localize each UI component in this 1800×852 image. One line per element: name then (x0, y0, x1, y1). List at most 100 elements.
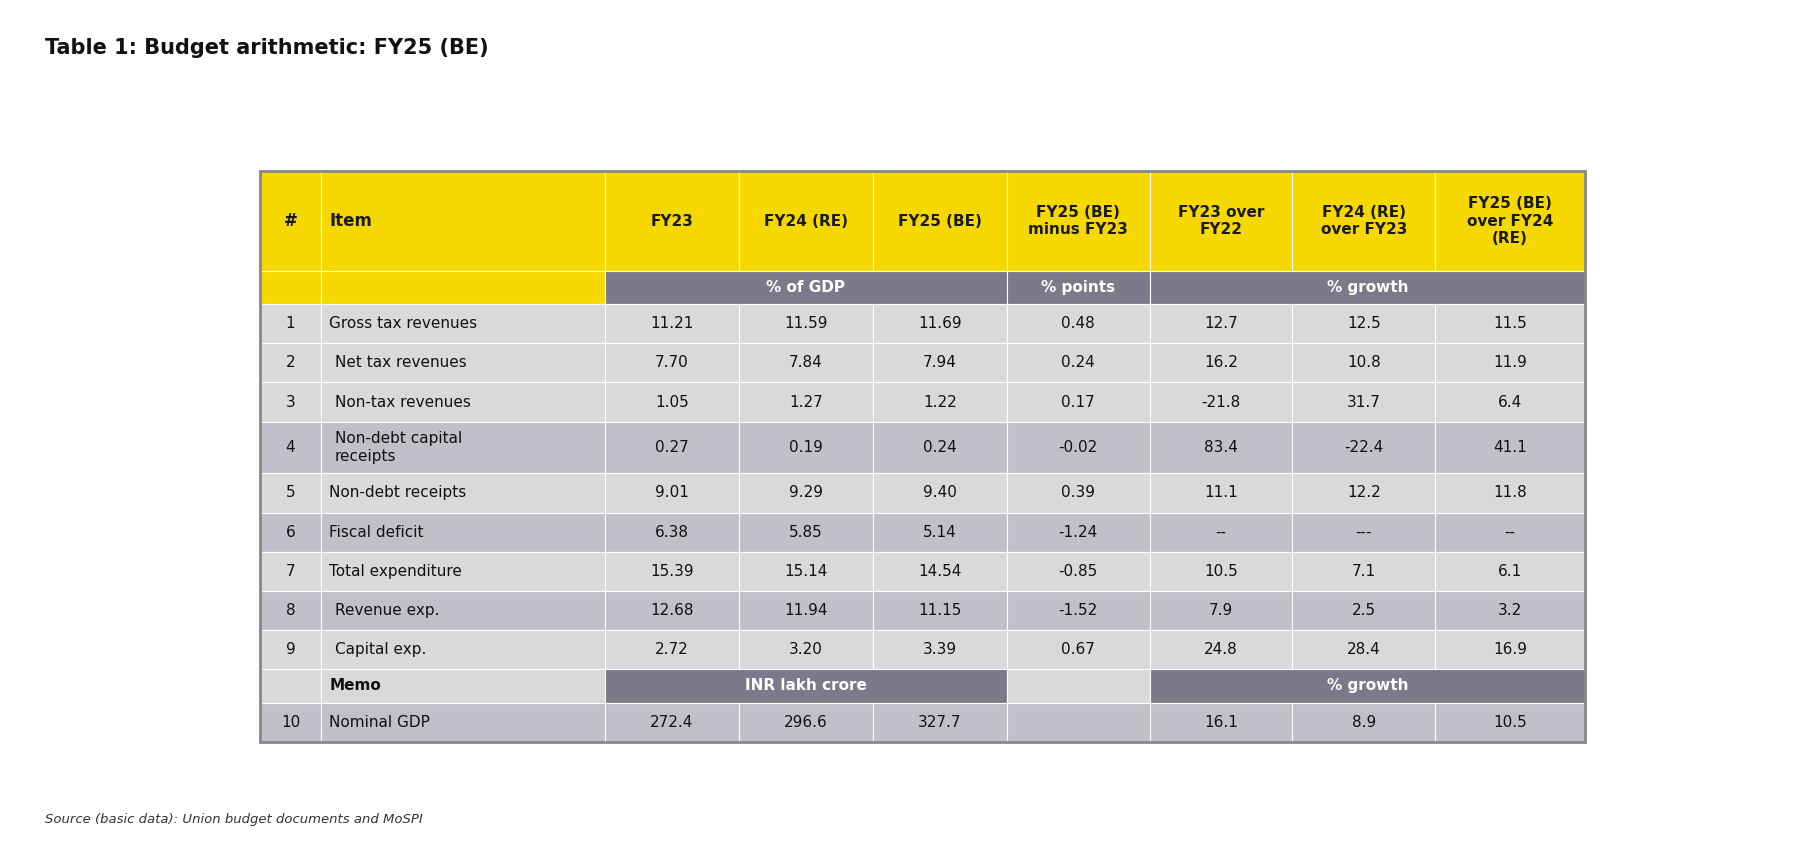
Text: 8: 8 (286, 603, 295, 618)
Text: Memo: Memo (329, 678, 382, 694)
Bar (605, 630, 740, 670)
Text: 0.24: 0.24 (923, 440, 958, 455)
Bar (873, 630, 1006, 670)
Text: 10: 10 (281, 715, 301, 729)
Bar (1435, 703, 1586, 742)
Bar (873, 591, 1006, 630)
Bar (1435, 474, 1586, 513)
Text: 11.8: 11.8 (1494, 486, 1526, 500)
Text: 0.48: 0.48 (1062, 316, 1094, 331)
Text: 0.17: 0.17 (1062, 394, 1094, 410)
Bar (605, 422, 740, 474)
Text: 1.27: 1.27 (788, 394, 823, 410)
Text: Revenue exp.: Revenue exp. (335, 603, 439, 618)
Text: 8.9: 8.9 (1352, 715, 1375, 729)
Bar (1150, 591, 1292, 630)
Text: 0.24: 0.24 (1062, 355, 1094, 371)
Bar (1292, 383, 1435, 422)
Text: Table 1: Budget arithmetic: FY25 (BE): Table 1: Budget arithmetic: FY25 (BE) (45, 38, 488, 58)
Text: --: -- (1215, 525, 1226, 539)
Text: 83.4: 83.4 (1204, 440, 1238, 455)
Text: Net tax revenues: Net tax revenues (335, 355, 466, 371)
Text: Non-debt receipts: Non-debt receipts (329, 486, 466, 500)
Bar (605, 271, 1006, 304)
Bar (259, 670, 320, 703)
Text: 9.29: 9.29 (788, 486, 823, 500)
Text: FY24 (RE): FY24 (RE) (763, 214, 848, 228)
Text: 9.40: 9.40 (923, 486, 958, 500)
Text: % of GDP: % of GDP (767, 280, 846, 295)
Bar (605, 552, 740, 591)
Text: 16.9: 16.9 (1494, 642, 1526, 658)
Text: 1.05: 1.05 (655, 394, 689, 410)
Bar (1006, 630, 1150, 670)
Text: 5.14: 5.14 (923, 525, 958, 539)
Text: 5: 5 (286, 486, 295, 500)
Text: % growth: % growth (1327, 678, 1408, 694)
Bar (1292, 304, 1435, 343)
Text: 10.5: 10.5 (1494, 715, 1526, 729)
Text: 0.67: 0.67 (1062, 642, 1094, 658)
Text: 6: 6 (286, 525, 295, 539)
Bar (605, 591, 740, 630)
Bar (1006, 474, 1150, 513)
Text: 15.39: 15.39 (650, 564, 693, 579)
Bar (873, 171, 1006, 271)
Text: 7.9: 7.9 (1210, 603, 1233, 618)
Bar (1435, 630, 1586, 670)
Bar (320, 513, 605, 552)
Text: 296.6: 296.6 (785, 715, 828, 729)
Bar (259, 304, 320, 343)
Text: FY24 (RE)
over FY23: FY24 (RE) over FY23 (1321, 204, 1408, 237)
Bar (1150, 630, 1292, 670)
Text: 11.59: 11.59 (785, 316, 828, 331)
Bar (1150, 670, 1586, 703)
Text: 5.85: 5.85 (788, 525, 823, 539)
Bar (1292, 422, 1435, 474)
Text: 16.2: 16.2 (1204, 355, 1238, 371)
Bar (1006, 171, 1150, 271)
Text: Fiscal deficit: Fiscal deficit (329, 525, 425, 539)
Bar (605, 343, 740, 383)
Bar (259, 422, 320, 474)
Bar (1150, 513, 1292, 552)
Text: 11.21: 11.21 (650, 316, 693, 331)
Bar (1150, 383, 1292, 422)
Bar (740, 703, 873, 742)
Bar (1292, 343, 1435, 383)
Text: 4: 4 (286, 440, 295, 455)
Text: 0.19: 0.19 (788, 440, 823, 455)
Bar (320, 343, 605, 383)
Bar (1435, 513, 1586, 552)
Bar (740, 552, 873, 591)
Bar (873, 703, 1006, 742)
Bar (1150, 171, 1292, 271)
Bar (740, 422, 873, 474)
Bar (320, 630, 605, 670)
Text: -0.85: -0.85 (1058, 564, 1098, 579)
Text: 11.94: 11.94 (785, 603, 828, 618)
Text: -22.4: -22.4 (1345, 440, 1384, 455)
Bar (740, 474, 873, 513)
Bar (1006, 513, 1150, 552)
Text: 327.7: 327.7 (918, 715, 961, 729)
Bar (259, 474, 320, 513)
Bar (873, 304, 1006, 343)
Text: Source (basic data): Union budget documents and MoSPI: Source (basic data): Union budget docume… (45, 814, 423, 826)
Bar (1150, 304, 1292, 343)
Bar (1006, 383, 1150, 422)
Bar (259, 703, 320, 742)
Text: Nominal GDP: Nominal GDP (329, 715, 430, 729)
Text: #: # (284, 212, 297, 230)
Text: Non-debt capital
receipts: Non-debt capital receipts (335, 431, 463, 463)
Bar (1435, 343, 1586, 383)
Bar (1292, 474, 1435, 513)
Text: % growth: % growth (1327, 280, 1408, 295)
Bar (605, 513, 740, 552)
Bar (873, 513, 1006, 552)
Bar (259, 513, 320, 552)
Text: 11.1: 11.1 (1204, 486, 1238, 500)
Bar (320, 304, 605, 343)
Bar (1292, 552, 1435, 591)
Text: 11.9: 11.9 (1494, 355, 1526, 371)
